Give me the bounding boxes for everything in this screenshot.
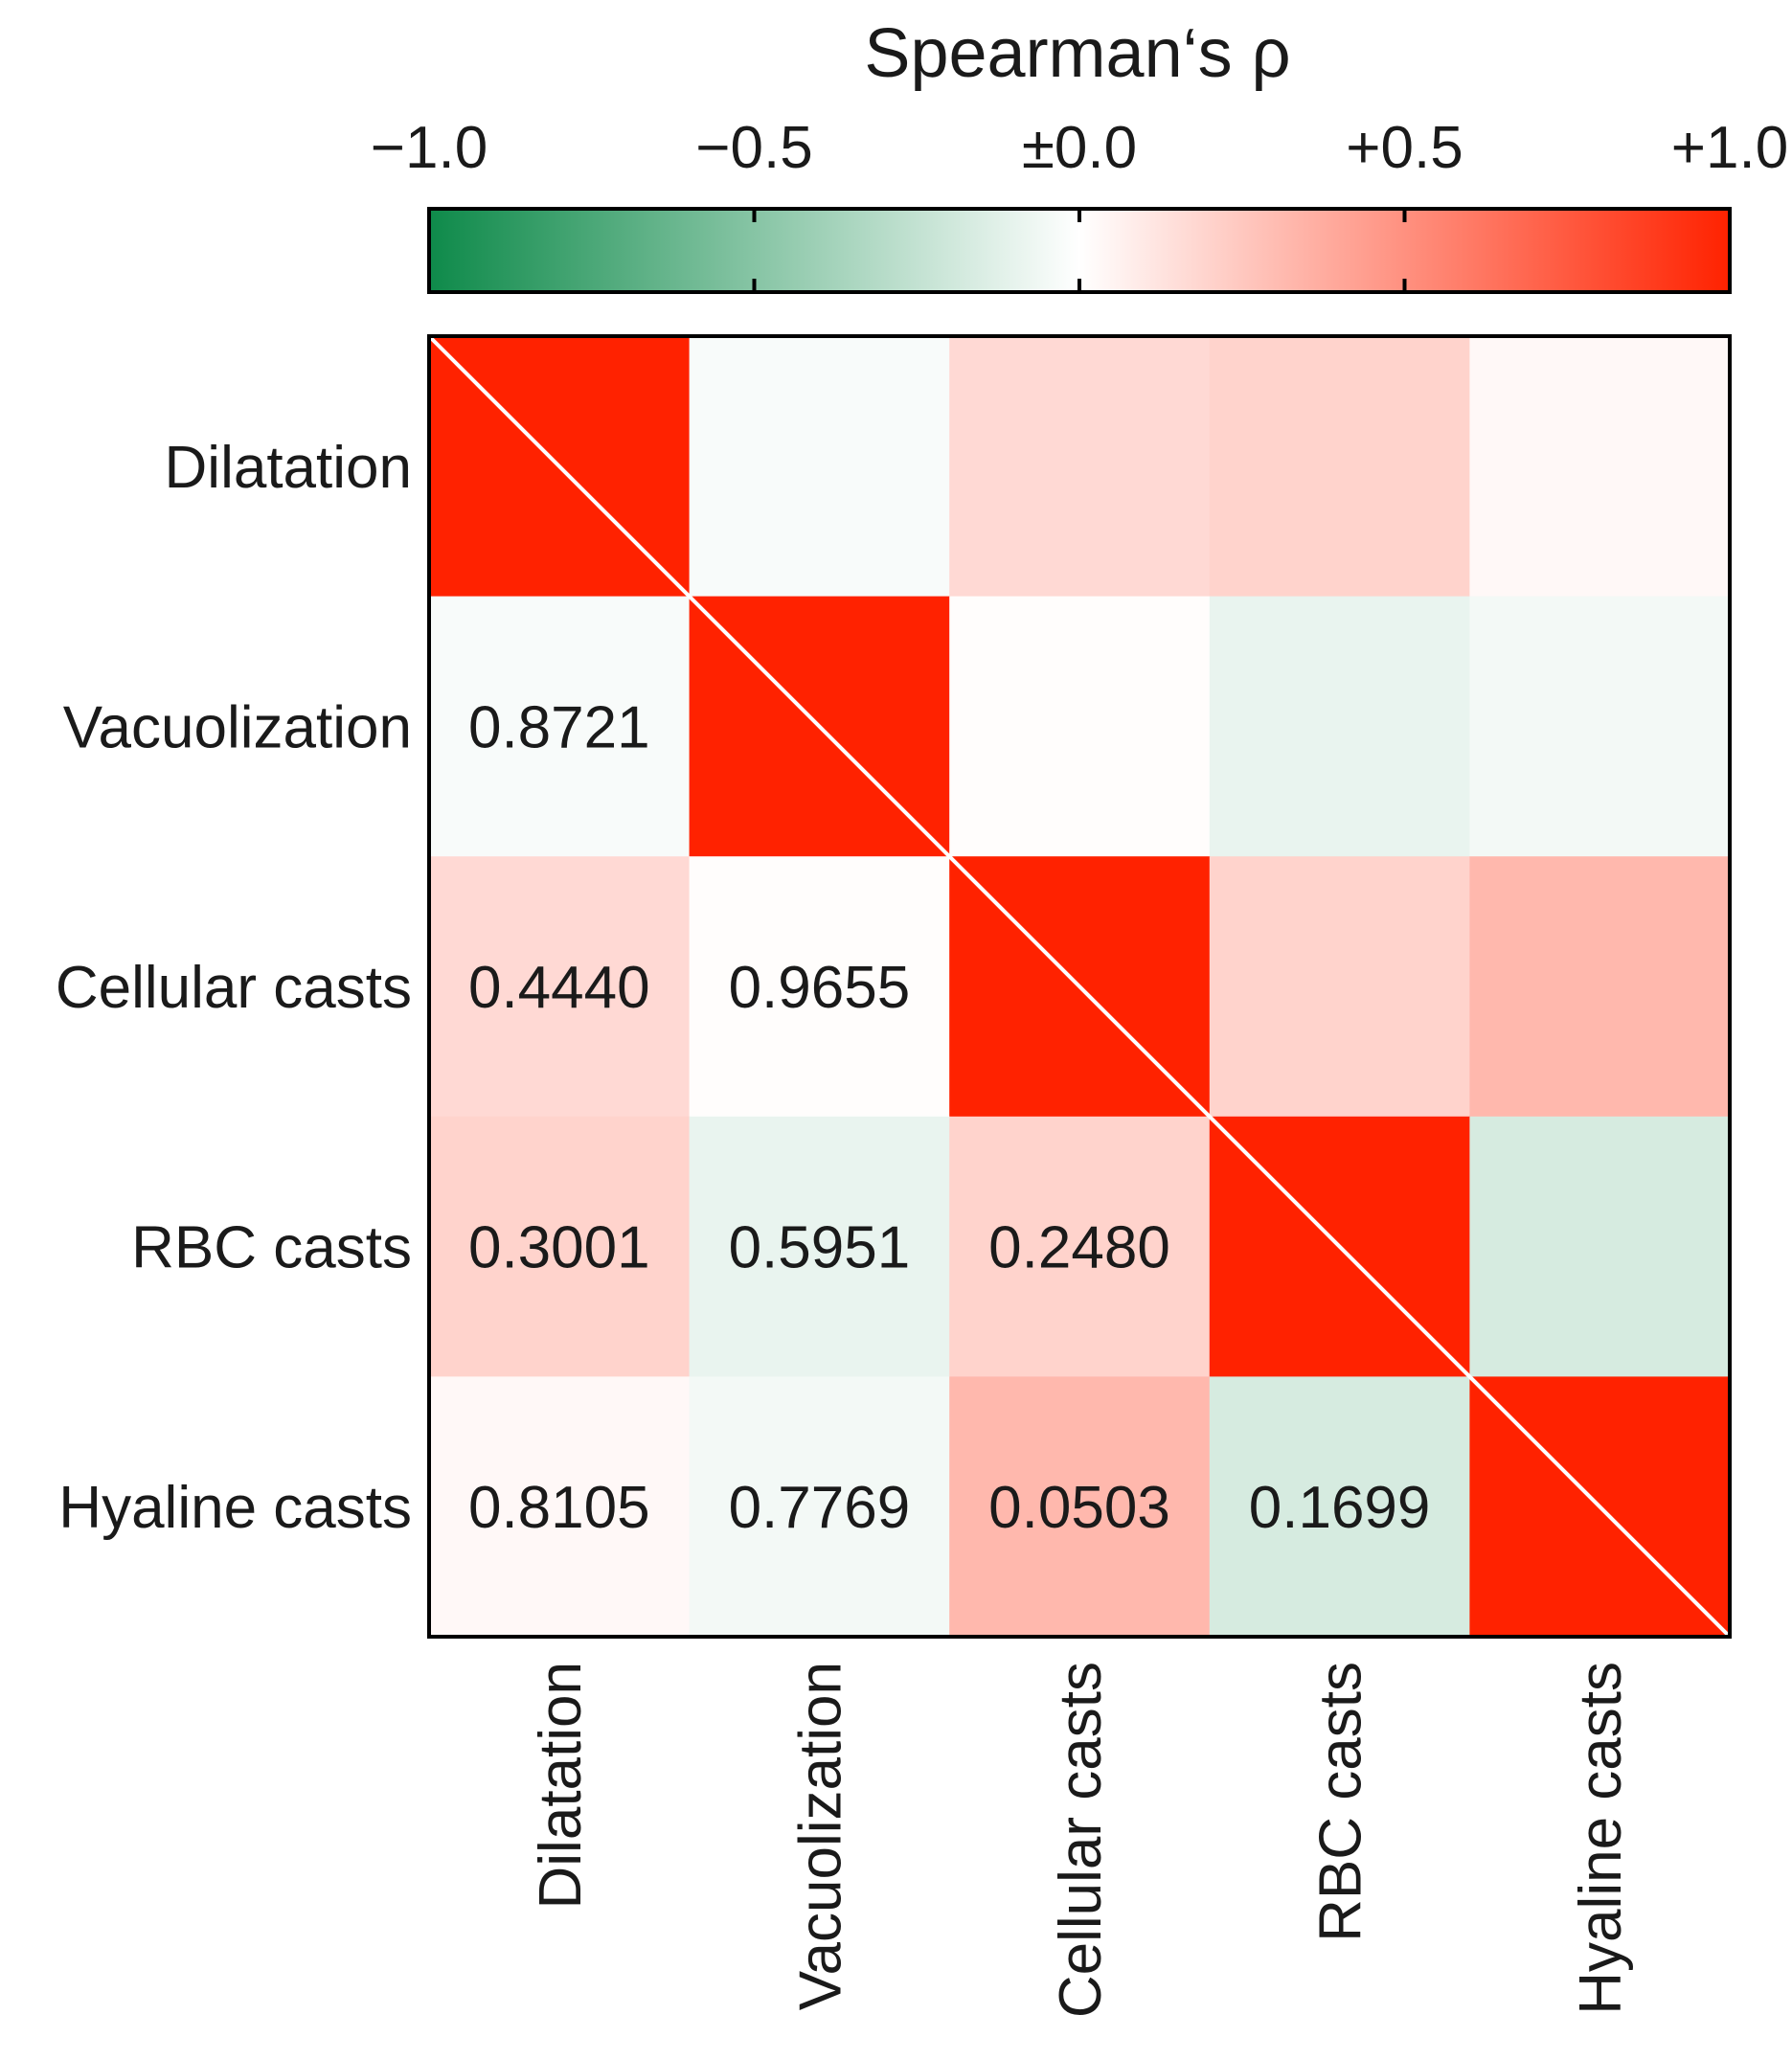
column-labels: Dilatation Vacuolization Cellular casts RBC…: [528, 1662, 1634, 2018]
row-label: Dilatation: [165, 435, 412, 501]
heatmap-cell: [429, 1376, 691, 1638]
cell-value-label: 0.7769: [729, 1475, 911, 1541]
cell-value-labels: 0.8721 0.4440 0.9655 0.3001 0.5951 0.2480 0.81…: [468, 694, 1430, 1541]
column-label: RBC casts: [1308, 1662, 1374, 1942]
row-label: Hyaline casts: [58, 1475, 412, 1541]
colorbar-tick-label: ±0.0: [1022, 115, 1137, 181]
colorbar-gradient: [429, 209, 1730, 292]
heatmap-cell: [1209, 336, 1470, 598]
heatmap-cell: [429, 856, 691, 1118]
heatmap-cell: [689, 336, 950, 598]
heatmap-cell: [429, 1116, 691, 1377]
cell-value-label: 0.8105: [468, 1475, 650, 1541]
heatmap-cell: [949, 1376, 1211, 1638]
column-label: Dilatation: [528, 1662, 594, 1909]
heatmap-cell: [1469, 596, 1731, 857]
row-labels: Dilatation Vacuolization Cellular casts RBC…: [56, 435, 412, 1541]
colorbar-title: Spearman‘s ρ: [864, 15, 1290, 92]
heatmap-cell: [1209, 1376, 1470, 1638]
colorbar-tick-labels: −1.0 −0.5 ±0.0 +0.5 +1.0: [371, 115, 1788, 181]
colorbar-tick-label: +0.5: [1346, 115, 1463, 181]
cell-value-label: 0.5951: [729, 1215, 911, 1281]
heatmap-cell: [1209, 596, 1470, 857]
column-label: Hyaline casts: [1568, 1662, 1634, 2015]
cell-value-label: 0.0503: [988, 1475, 1170, 1541]
cell-value-label: 0.3001: [468, 1215, 650, 1281]
heatmap-cell: [429, 596, 691, 857]
heatmap-cell: [949, 1116, 1211, 1377]
heatmap-cell: [689, 856, 950, 1118]
cell-value-label: 0.8721: [468, 694, 650, 760]
colorbar-tick-label: +1.0: [1671, 115, 1788, 181]
row-label: Vacuolization: [63, 694, 412, 760]
column-label: Vacuolization: [787, 1662, 853, 2010]
heatmap-cells: [429, 336, 1731, 1638]
heatmap-frame: [427, 334, 1732, 1639]
heatmap-cell: [689, 1376, 950, 1638]
heatmap-cell: [1209, 856, 1470, 1118]
cell-value-label: 0.1699: [1249, 1475, 1431, 1541]
cell-value-label: 0.2480: [988, 1215, 1170, 1281]
row-label: RBC casts: [131, 1215, 412, 1281]
heatmap-cell: [1469, 856, 1731, 1118]
diagonal-line: [427, 334, 1732, 1639]
heatmap-cell: [949, 596, 1211, 857]
colorbar-frame: [427, 207, 1732, 294]
row-label: Cellular casts: [56, 955, 412, 1021]
heatmap-cell: [949, 336, 1211, 598]
heatmap-cell: [1469, 336, 1731, 598]
column-label: Cellular casts: [1048, 1662, 1114, 2018]
colorbar: Spearman‘s ρ −1.0 −0.5 ±0.0 +0.5 +1.0: [371, 15, 1788, 294]
heatmap-cell: [1469, 1116, 1731, 1377]
colorbar-tick-label: −0.5: [695, 115, 812, 181]
cell-value-label: 0.4440: [468, 955, 650, 1021]
colorbar-tick-label: −1.0: [371, 115, 488, 181]
cell-value-label: 0.9655: [729, 955, 911, 1021]
colorbar-tick-marks: [752, 209, 1407, 292]
heatmap-cell: [689, 1116, 950, 1377]
